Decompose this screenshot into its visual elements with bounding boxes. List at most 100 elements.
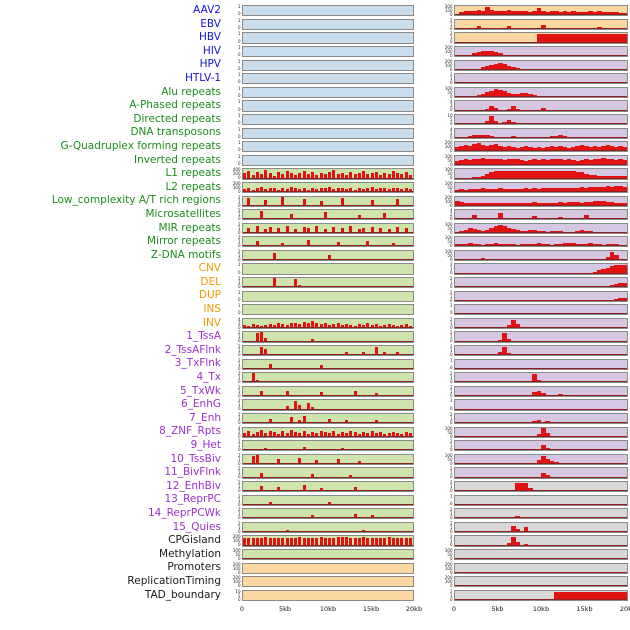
- data-bar: [306, 240, 310, 247]
- data-bar: [605, 201, 611, 206]
- data-bar: [506, 170, 512, 179]
- y-axis-tick-label: 1: [449, 375, 453, 381]
- data-bar: [498, 11, 503, 16]
- x-axis-row: 0 5kb 10kb 15kb 20kb 0 5kb 10kb 15kb 20kb: [0, 602, 630, 622]
- y-axis-tick-label: 1: [237, 31, 241, 37]
- data-bar: [294, 537, 298, 546]
- data-bar: [489, 90, 495, 97]
- data-bar: [251, 174, 255, 179]
- data-bar: [472, 229, 477, 233]
- track-row: DNA transposons 1 0 4 2 0: [0, 126, 630, 140]
- data-bar: [387, 173, 391, 179]
- y-axis-tick-label: 50: [447, 252, 453, 258]
- data-bar: [498, 243, 503, 247]
- data-bar: [609, 186, 615, 193]
- y-axis-tick-label: 100: [444, 221, 453, 227]
- y-axis-tick-label: 0: [449, 284, 453, 290]
- data-bar: [622, 282, 627, 288]
- data-bar: [340, 198, 344, 206]
- y-axis-tick-label: 200: [444, 140, 453, 146]
- data-bar: [523, 527, 529, 532]
- data-bar: [374, 324, 378, 329]
- zero-line: [243, 177, 413, 179]
- data-bar: [510, 537, 516, 546]
- data-bar: [502, 332, 507, 342]
- data-bar: [596, 11, 602, 16]
- y-axis-tick-label: 1: [237, 375, 241, 381]
- y-axis-tick-label: 0: [449, 120, 453, 126]
- data-bar: [549, 461, 555, 464]
- data-bar: [264, 433, 268, 437]
- track-panel-right: [454, 317, 628, 330]
- data-bar: [502, 226, 507, 233]
- data-bar: [345, 324, 349, 329]
- y-axis-tick-label: 2: [449, 520, 453, 526]
- zero-line: [455, 150, 627, 152]
- y-axis-tick-label: 1: [449, 416, 453, 422]
- track-label: 14_ReprPCWk: [147, 506, 221, 519]
- data-bar: [532, 159, 538, 165]
- data-bar: [328, 255, 332, 261]
- zero-line: [455, 68, 627, 70]
- data-bar: [510, 171, 516, 179]
- data-bar: [614, 186, 619, 193]
- data-bar: [545, 11, 550, 16]
- data-bar: [536, 188, 542, 193]
- data-bar: [502, 202, 507, 206]
- y-axis-tick-label: 4: [237, 316, 241, 322]
- track-panel-left: [242, 535, 414, 547]
- track-row: Mirror repeats 2 1 0 100 50 0: [0, 235, 630, 249]
- track-panel-right: [454, 440, 628, 452]
- data-bar: [498, 53, 503, 57]
- y-axis-tick-label: 1: [449, 357, 453, 363]
- data-bar: [489, 189, 495, 193]
- data-bar: [558, 171, 563, 179]
- zero-line: [455, 476, 627, 478]
- data-bar: [485, 50, 490, 57]
- data-bar: [408, 538, 412, 546]
- data-bar: [510, 10, 516, 16]
- data-bar: [357, 187, 361, 193]
- y-axis-tick-label: 0: [449, 433, 453, 439]
- data-bar: [571, 592, 576, 600]
- y-axis-tick-label: 2: [237, 371, 241, 377]
- y-axis-tick-label: 200: [232, 534, 241, 540]
- data-bar: [549, 170, 555, 179]
- data-bar: [489, 115, 495, 125]
- data-bar: [493, 226, 499, 233]
- data-bar: [336, 323, 340, 329]
- data-bar: [558, 145, 563, 152]
- data-bar: [506, 325, 512, 329]
- data-bar: [614, 255, 619, 261]
- track-row: 2_TssAFlnk 2 1 0 2 1 0: [0, 344, 630, 358]
- track-row: 1_TssA 2 1 0 2 1 0: [0, 330, 630, 344]
- data-bar: [528, 188, 533, 193]
- data-bar: [592, 145, 598, 152]
- data-bar: [379, 174, 383, 179]
- data-bar: [536, 7, 542, 16]
- x-axis-tick-label: 20kb: [405, 605, 423, 614]
- data-bar: [370, 431, 374, 437]
- data-bar: [596, 158, 602, 165]
- y-axis-tick-label: 2: [237, 398, 241, 404]
- y-axis-ticks: 200 100 0: [226, 562, 242, 574]
- y-axis-tick-label: 2: [237, 357, 241, 363]
- data-bar: [584, 11, 589, 16]
- data-bar: [298, 189, 302, 193]
- track-panel-right: [454, 290, 628, 302]
- data-bar: [575, 243, 581, 247]
- zero-line: [455, 95, 627, 97]
- y-axis-ticks: 100 50 0: [438, 181, 454, 193]
- data-bar: [255, 226, 259, 233]
- zero-line: [243, 544, 413, 546]
- y-axis-tick-label: 1: [237, 334, 241, 340]
- data-bar: [588, 146, 593, 152]
- track-row: DEL 2 1 0 2 1 0: [0, 276, 630, 290]
- track-row: G-Quadruplex forming repeats 1 0 200 100 0: [0, 140, 630, 154]
- data-bar: [294, 278, 298, 288]
- y-axis-tick-label: 2: [449, 276, 453, 282]
